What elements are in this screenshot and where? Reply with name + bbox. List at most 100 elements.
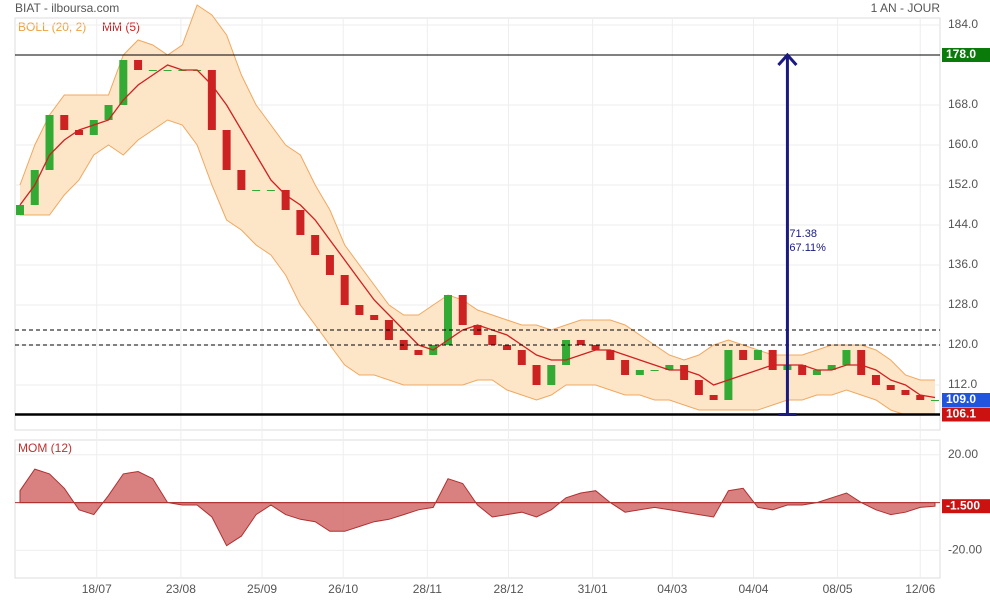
candle bbox=[694, 380, 703, 395]
x-tick-label: 31/01 bbox=[578, 582, 608, 596]
price-tag-label: 178.0 bbox=[946, 47, 976, 61]
arrow-label: 67.11% bbox=[789, 242, 826, 254]
candle bbox=[503, 345, 512, 350]
legend-boll: BOLL (20, 2) bbox=[18, 20, 86, 34]
price-tag-label: 109.0 bbox=[946, 392, 976, 406]
x-tick-label: 26/10 bbox=[328, 582, 358, 596]
candle bbox=[252, 190, 261, 191]
legend-mm: MM (5) bbox=[102, 20, 140, 34]
mm5-line bbox=[19, 64, 936, 399]
candle bbox=[812, 370, 821, 375]
y-tick-label: -20.00 bbox=[948, 543, 982, 557]
candle bbox=[281, 190, 290, 210]
candle bbox=[739, 350, 748, 360]
candle bbox=[562, 340, 571, 365]
y-tick-label: 112.0 bbox=[948, 377, 977, 391]
price-tag bbox=[942, 48, 990, 62]
candle bbox=[222, 130, 231, 170]
candle bbox=[134, 60, 143, 70]
candle bbox=[621, 360, 630, 375]
candle bbox=[119, 60, 128, 105]
y-tick-label: 136.0 bbox=[948, 257, 978, 271]
candle bbox=[16, 205, 24, 215]
y-tick-label: 144.0 bbox=[948, 217, 978, 231]
arrow-head bbox=[777, 52, 798, 67]
candle bbox=[916, 395, 925, 400]
mom-area bbox=[19, 468, 936, 547]
price-tag-label: 106.1 bbox=[946, 407, 976, 421]
candle bbox=[311, 235, 320, 255]
y-tick-label: 20.00 bbox=[948, 447, 978, 461]
candle bbox=[443, 295, 452, 345]
y-tick-label: 160.0 bbox=[948, 137, 978, 151]
candle bbox=[798, 365, 807, 375]
candle bbox=[635, 370, 644, 375]
mom-frame bbox=[14, 439, 941, 579]
y-tick-label: 168.0 bbox=[948, 97, 978, 111]
candle bbox=[30, 170, 39, 205]
candle bbox=[901, 390, 910, 395]
y-tick-label: 128.0 bbox=[948, 297, 978, 311]
candle bbox=[148, 70, 157, 71]
candle bbox=[163, 70, 172, 71]
x-tick-label: 25/09 bbox=[247, 582, 277, 596]
x-tick-label: 28/11 bbox=[413, 582, 442, 596]
candle bbox=[89, 120, 98, 135]
bollinger-lower bbox=[20, 119, 935, 416]
price-tag bbox=[942, 407, 990, 422]
candle bbox=[768, 350, 777, 370]
candle bbox=[857, 350, 866, 375]
candle bbox=[532, 365, 541, 385]
candle bbox=[266, 190, 275, 191]
candle bbox=[842, 350, 851, 365]
candle bbox=[355, 305, 364, 315]
x-tick-label: 08/05 bbox=[823, 582, 853, 596]
candle bbox=[45, 115, 54, 170]
legend-mom: MOM (12) bbox=[18, 441, 72, 455]
candle bbox=[709, 395, 718, 400]
candle bbox=[75, 130, 84, 135]
x-tick-label: 04/03 bbox=[657, 582, 687, 596]
candle bbox=[886, 385, 895, 390]
candle bbox=[680, 365, 689, 380]
y-tick-label: 184.0 bbox=[948, 17, 978, 31]
candle bbox=[665, 365, 674, 370]
x-tick-label: 28/12 bbox=[493, 582, 523, 596]
bollinger-upper bbox=[19, 4, 935, 381]
candle bbox=[60, 115, 69, 130]
candle bbox=[871, 375, 880, 385]
mom-tag-label: -1.500 bbox=[946, 498, 980, 512]
price-tag bbox=[942, 393, 990, 407]
period: 1 AN - JOUR bbox=[871, 1, 941, 15]
candle bbox=[325, 255, 334, 275]
candle bbox=[753, 350, 762, 360]
main-frame bbox=[14, 17, 941, 431]
candle bbox=[488, 335, 497, 345]
x-tick-label: 04/04 bbox=[738, 582, 768, 596]
title: BIAT - ilboursa.com bbox=[15, 1, 119, 15]
candle bbox=[827, 365, 836, 370]
y-tick-label: 152.0 bbox=[948, 177, 978, 191]
candle bbox=[296, 210, 305, 235]
x-tick-label: 18/07 bbox=[82, 582, 112, 596]
candle bbox=[104, 105, 113, 120]
x-tick-label: 12/06 bbox=[905, 582, 935, 596]
mom-tag bbox=[942, 499, 990, 514]
candle bbox=[547, 365, 556, 385]
candle bbox=[591, 345, 600, 350]
candle bbox=[458, 295, 467, 325]
candle bbox=[724, 350, 733, 400]
candle bbox=[414, 350, 423, 355]
candle bbox=[207, 70, 216, 130]
candle bbox=[237, 170, 246, 190]
candle bbox=[576, 340, 585, 345]
candle bbox=[650, 370, 659, 371]
candle bbox=[340, 275, 349, 305]
bollinger-band bbox=[20, 5, 935, 415]
candle bbox=[517, 350, 526, 365]
candle bbox=[606, 350, 615, 360]
x-tick-label: 23/08 bbox=[166, 582, 196, 596]
candle bbox=[931, 400, 939, 401]
arrow-label: 71.38 bbox=[789, 228, 817, 240]
